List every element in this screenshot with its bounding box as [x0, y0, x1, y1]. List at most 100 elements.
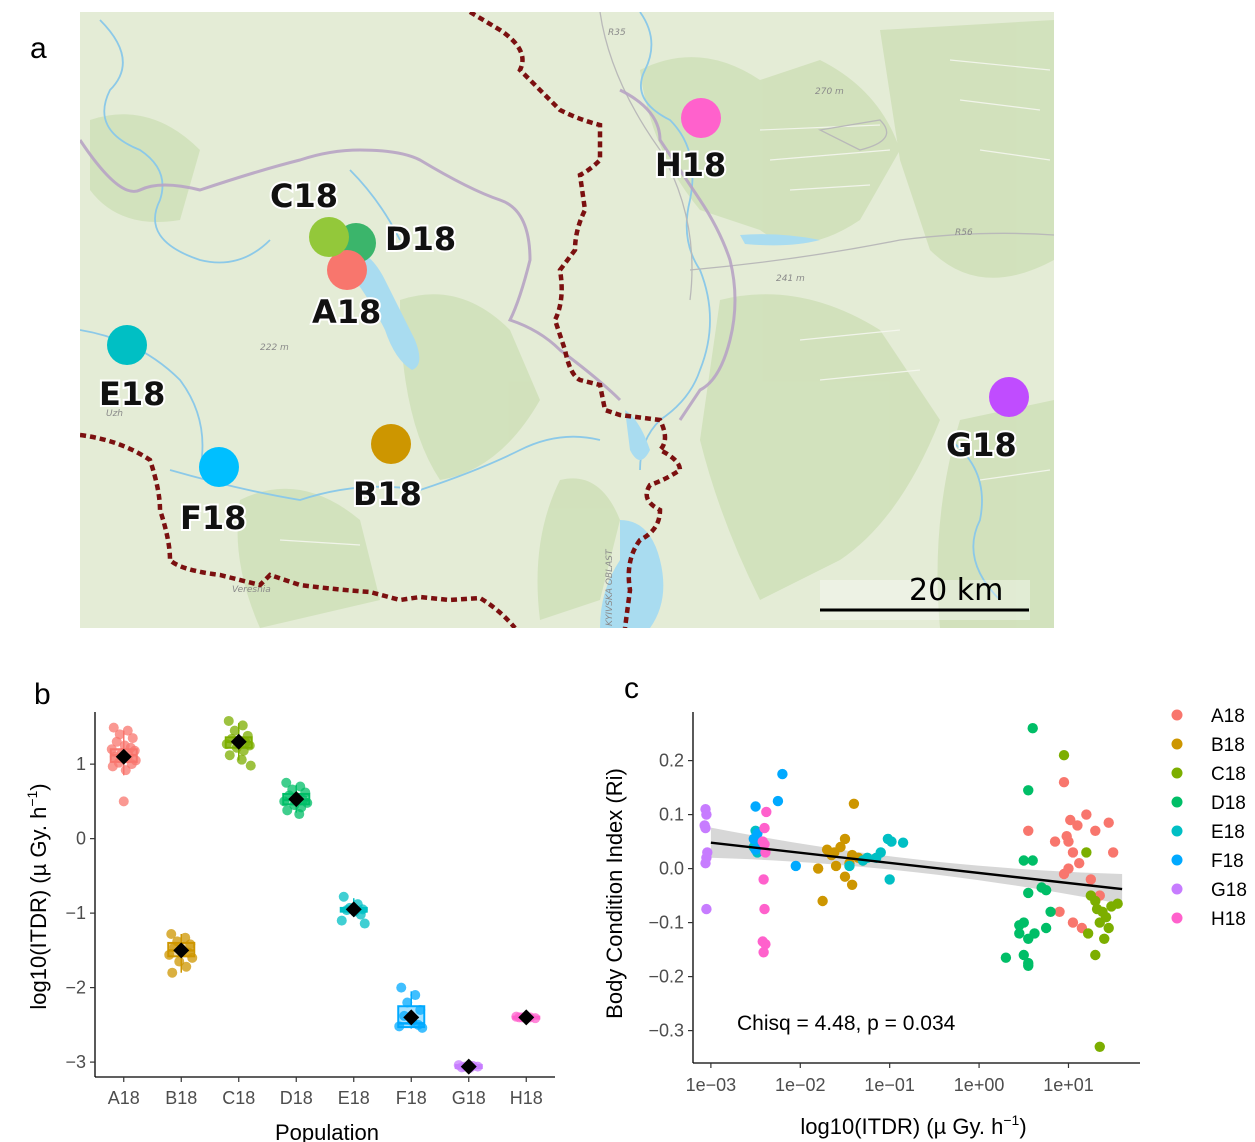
site-f18-marker	[199, 447, 239, 487]
point-g18	[701, 903, 712, 915]
point-c18	[221, 739, 232, 750]
mean-marker	[518, 1009, 535, 1026]
panel-b-boxplot: 1 0 −1 −2 −3 A18 B18 C18 D18 E18 F18 G18 H18 Populati…	[24, 712, 555, 1142]
site-label-g18: G18	[946, 426, 1017, 464]
point-b18	[812, 863, 824, 874]
legend: A18 B18 C18 D18 E18 F18 G18 H18	[1171, 706, 1247, 930]
point-b18	[164, 949, 175, 960]
point-f18	[410, 990, 421, 1001]
map: 270 m 241 m 222 m R56 R35 Uzh Veresnia K…	[80, 12, 1054, 628]
point-f18	[772, 795, 784, 807]
point-c18	[1058, 750, 1070, 761]
roads	[599, 12, 1054, 301]
point-e18	[884, 874, 895, 885]
point-b18	[846, 879, 858, 890]
point-c18	[1103, 922, 1114, 934]
legend-key-g18	[1171, 883, 1183, 895]
water-bodies	[350, 234, 820, 628]
point-a18	[1058, 868, 1070, 880]
y-axis-title: log10(ITDR) (µ Gy. h−1)	[24, 783, 51, 1009]
point-c18	[1081, 847, 1092, 858]
point-d18	[282, 805, 293, 816]
legend-label-h18: H18	[1211, 909, 1246, 930]
point-c18	[1082, 928, 1094, 939]
legend-key-h18	[1171, 912, 1183, 924]
y-tick-label: 0.2	[659, 751, 684, 771]
legend-key-c18	[1171, 767, 1183, 779]
legend-label-a18: A18	[1211, 706, 1245, 727]
point-f18	[396, 982, 407, 993]
point-b18	[167, 967, 178, 978]
panel-c-scatter: 0.2 0.1 0.0 −0.1 −0.2 −0.3 1e−03 1e−02 1e−01 1e+0…	[602, 712, 1140, 1139]
scale-bar-halo	[820, 580, 1030, 620]
point-d18	[1023, 933, 1034, 944]
map-text-river-uzh: Uzh	[106, 409, 123, 419]
site-label-d18: D18	[385, 220, 456, 258]
point-b18	[187, 952, 198, 963]
point-f18	[415, 1004, 426, 1015]
point-b18	[830, 860, 842, 872]
site-h18-marker	[681, 98, 721, 138]
x-tick-label: H18	[510, 1088, 543, 1108]
point-a18	[1065, 814, 1076, 826]
x-tick-label: G18	[452, 1088, 486, 1108]
scale-bar-label: 20 km	[909, 573, 1003, 608]
x-axis-title-sup: −1	[1003, 1112, 1019, 1128]
point-a18	[111, 736, 122, 747]
site-label-e18: E18	[99, 375, 165, 413]
point-g18	[701, 809, 712, 820]
x-tick-label: 1e+00	[954, 1075, 1005, 1095]
point-e18	[844, 860, 855, 872]
y-axis-title-unit: µ Gy. h	[26, 807, 51, 877]
y-axis-title: Body Condition Index (Ri)	[602, 768, 627, 1019]
x-tick-label: C18	[222, 1088, 255, 1108]
x-tick-label: E18	[338, 1088, 370, 1108]
point-d18	[1040, 885, 1052, 896]
point-a18	[1103, 817, 1114, 828]
x-axis-title: log10(ITDR) (µ Gy. h−1)	[800, 1112, 1026, 1139]
y-axis-title-end: )	[26, 783, 51, 790]
y-tick-label: −0.1	[648, 913, 684, 933]
point-c18	[1090, 949, 1101, 961]
field-lines	[279, 59, 1051, 546]
point-b18	[817, 895, 828, 907]
point-a18	[1107, 847, 1119, 858]
map-text-veresnia: Veresnia	[232, 585, 271, 595]
point-d18	[1027, 723, 1038, 734]
point-b18	[185, 939, 196, 950]
y-tick-label: −3	[65, 1052, 86, 1072]
point-h18	[530, 1013, 541, 1024]
point-d18	[1023, 960, 1034, 971]
point-h18	[758, 874, 769, 885]
x-tick-label: A18	[108, 1088, 140, 1108]
point-b18	[848, 798, 860, 809]
point-g18	[700, 858, 711, 869]
legend-label-e18: E18	[1211, 822, 1245, 843]
x-tick-label: 1e−02	[775, 1075, 826, 1095]
map-text-elev-241: 241 m	[776, 274, 805, 284]
point-a18	[118, 796, 129, 807]
point-a18	[1067, 847, 1079, 858]
point-f18	[417, 1022, 428, 1033]
x-axis-title: Population	[275, 1120, 379, 1142]
point-f18	[402, 997, 413, 1008]
point-d18	[1040, 922, 1052, 934]
point-c18	[236, 754, 247, 765]
point-c18	[229, 725, 240, 736]
mean-marker	[460, 1058, 477, 1075]
point-h18	[758, 947, 769, 958]
point-a18	[1049, 836, 1061, 847]
point-h18	[759, 839, 770, 850]
panel-c-letter: c	[624, 672, 639, 705]
point-a18	[1023, 825, 1034, 836]
point-c18	[237, 720, 248, 731]
mean-marker	[288, 791, 305, 808]
x-axis-title-unit: µ Gy. h	[934, 1114, 1004, 1139]
point-c18	[1099, 933, 1110, 944]
y-tick-label: −2	[65, 978, 86, 998]
point-d18	[1018, 917, 1029, 928]
point-a18	[122, 725, 133, 736]
point-h18	[761, 806, 772, 818]
site-b18-marker	[371, 424, 411, 464]
y-tick-label: −1	[65, 903, 86, 923]
